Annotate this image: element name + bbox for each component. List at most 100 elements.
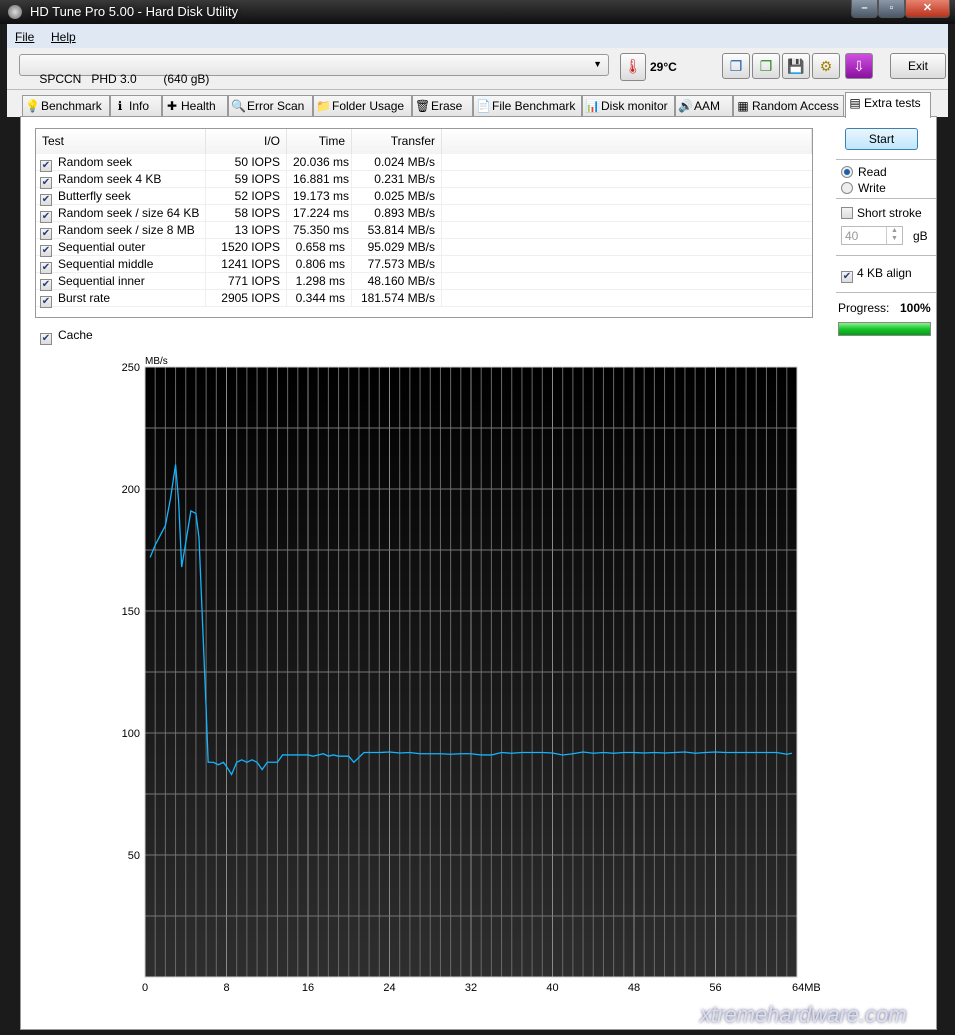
x-tick-label: 16 [302,982,314,994]
cache-label: Cache [58,328,93,342]
chevron-down-icon: ▼ [593,59,602,69]
short-stroke-size-value: 40 [845,229,859,243]
test-cell: ✔ Sequential inner [36,273,206,291]
tab-health[interactable]: ✚ Health [162,95,228,117]
io-cell: 771 IOPS [206,273,287,290]
io-cell: 52 IOPS [206,188,287,205]
read-radio[interactable]: Read [841,165,887,179]
spinner-arrows-icon[interactable]: ▲ ▼ [886,227,902,244]
table-row: ✔ Sequential middle 1241 IOPS 0.806 ms 77… [36,256,812,274]
test-name: Sequential middle [58,257,154,271]
short-stroke-checkbox[interactable]: Short stroke [841,206,922,220]
plot-border [144,366,798,978]
test-cell: ✔ Butterfly seek [36,188,206,206]
tab-benchmark[interactable]: 💡Benchmark [22,95,110,117]
minimize-button[interactable]: – [851,0,878,18]
divider [836,198,936,199]
cache-checkbox[interactable]: ✔ Cache [40,328,93,345]
copy-info-button[interactable]: ❐ [722,53,750,79]
start-button[interactable]: Start [845,128,918,150]
column-header-time[interactable]: Time [287,129,352,154]
io-cell: 1520 IOPS [206,239,287,256]
column-header-test[interactable]: Test [36,129,206,154]
table-row: ✔ Random seek / size 8 MB 13 IOPS 75.350 … [36,222,812,240]
short-stroke-size-input[interactable]: 40 ▲ ▼ [841,226,903,245]
drive-select[interactable]: SPCCN PHD 3.0 (640 gB) ▼ [19,54,609,86]
tab-erase[interactable]: 🗑Erase [412,95,473,117]
exit-button[interactable]: Exit [890,53,946,79]
time-cell: 20.036 ms [287,154,352,171]
column-header-transfer[interactable]: Transfer [352,129,442,154]
menu-help[interactable]: Help [51,30,76,44]
check-icon[interactable]: ✔ [40,262,52,274]
transfer-cell: 53.814 MB/s [352,222,442,239]
tab-folder-usage[interactable]: 📁Folder Usage [313,95,412,117]
test-cell: ✔ Random seek / size 8 MB [36,222,206,240]
short-stroke-label: Short stroke [857,206,922,220]
divider [836,255,936,256]
column-header-io[interactable]: I/O [206,129,287,154]
x-tick-label: 56 [709,982,721,994]
menu-bar: File Help [7,24,948,48]
tab-label: Info [129,99,150,113]
time-cell: 0.806 ms [287,256,352,273]
time-cell: 0.344 ms [287,290,352,307]
drive-select-value: SPCCN PHD 3.0 (640 gB) [39,72,210,86]
check-icon[interactable]: ✔ [40,228,52,240]
toolbar: SPCCN PHD 3.0 (640 gB) ▼ 🌡 29°C ❐ ❐ 💾 ⚙ … [7,48,948,90]
align-checkbox[interactable]: ✔ 4 KB align [841,266,912,283]
test-name: Butterfly seek [58,189,131,203]
table-row: ✔ Burst rate 2905 IOPS 0.344 ms 181.574 M… [36,290,812,308]
check-icon[interactable]: ✔ [40,279,52,291]
check-icon[interactable]: ✔ [40,194,52,206]
check-icon[interactable]: ✔ [40,245,52,257]
tab-info[interactable]: ℹ Info [110,95,162,117]
menu-file[interactable]: File [15,30,35,44]
options-button[interactable]: ⚙ [812,53,840,79]
x-tick-label: 64MB [792,982,820,994]
tab-file-benchmark[interactable]: 📄File Benchmark [473,95,582,117]
test-name: Random seek [58,155,133,169]
tab-label: Extra tests [864,96,921,110]
check-icon[interactable]: ✔ [40,160,52,172]
check-icon[interactable]: ✔ [40,211,52,223]
tab-label: File Benchmark [492,99,576,113]
tab-disk-monitor[interactable]: 📊Disk monitor [582,95,675,117]
transfer-cell: 95.029 MB/s [352,239,442,256]
time-cell: 19.173 ms [287,188,352,205]
table-row: ✔ Sequential inner 771 IOPS 1.298 ms 48.1… [36,273,812,291]
test-name: Sequential outer [58,240,146,254]
time-cell: 16.881 ms [287,171,352,188]
check-icon[interactable]: ✔ [40,296,52,308]
results-table: Test I/O Time Transfer ✔ Random seek 50 I… [35,128,813,318]
y-tick-label: 50 [128,850,140,862]
check-icon[interactable]: ✔ [40,177,52,189]
tab-label: Disk monitor [601,99,668,113]
test-name: Burst rate [58,291,111,305]
divider [836,159,936,160]
tab-label: Error Scan [247,99,305,113]
write-radio[interactable]: Write [841,181,886,195]
progress-bar [838,322,931,336]
align-label: 4 KB align [857,266,912,280]
save-icon: 💾 [787,58,805,74]
maximize-button[interactable]: ▫ [878,0,905,18]
transfer-cell: 0.893 MB/s [352,205,442,222]
size-unit: gB [913,229,928,243]
download-button[interactable]: ⇩ [845,53,873,79]
close-button[interactable]: ✕ [905,0,950,18]
transfer-cell: 77.573 MB/s [352,256,442,273]
tab-random-access[interactable]: ▦ Random Access [733,95,844,117]
health-cross-icon: ✚ [166,99,178,113]
test-cell: ✔ Burst rate [36,290,206,308]
table-row: ✔ Random seek 50 IOPS 20.036 ms 0.024 MB/… [36,154,812,172]
test-cell: ✔ Sequential outer [36,239,206,257]
save-button[interactable]: 💾 [782,53,810,79]
magnifier-icon: 🔍 [231,99,246,113]
tab-aam[interactable]: 🔊AAM [675,95,733,117]
tab-error-scan[interactable]: 🔍Error Scan [228,95,313,117]
tab-label: Random Access [752,99,839,113]
tab-extra-tests[interactable]: ▤ Extra tests [845,92,931,118]
x-tick-label: 48 [628,982,640,994]
copy-screenshot-button[interactable]: ❐ [752,53,780,79]
